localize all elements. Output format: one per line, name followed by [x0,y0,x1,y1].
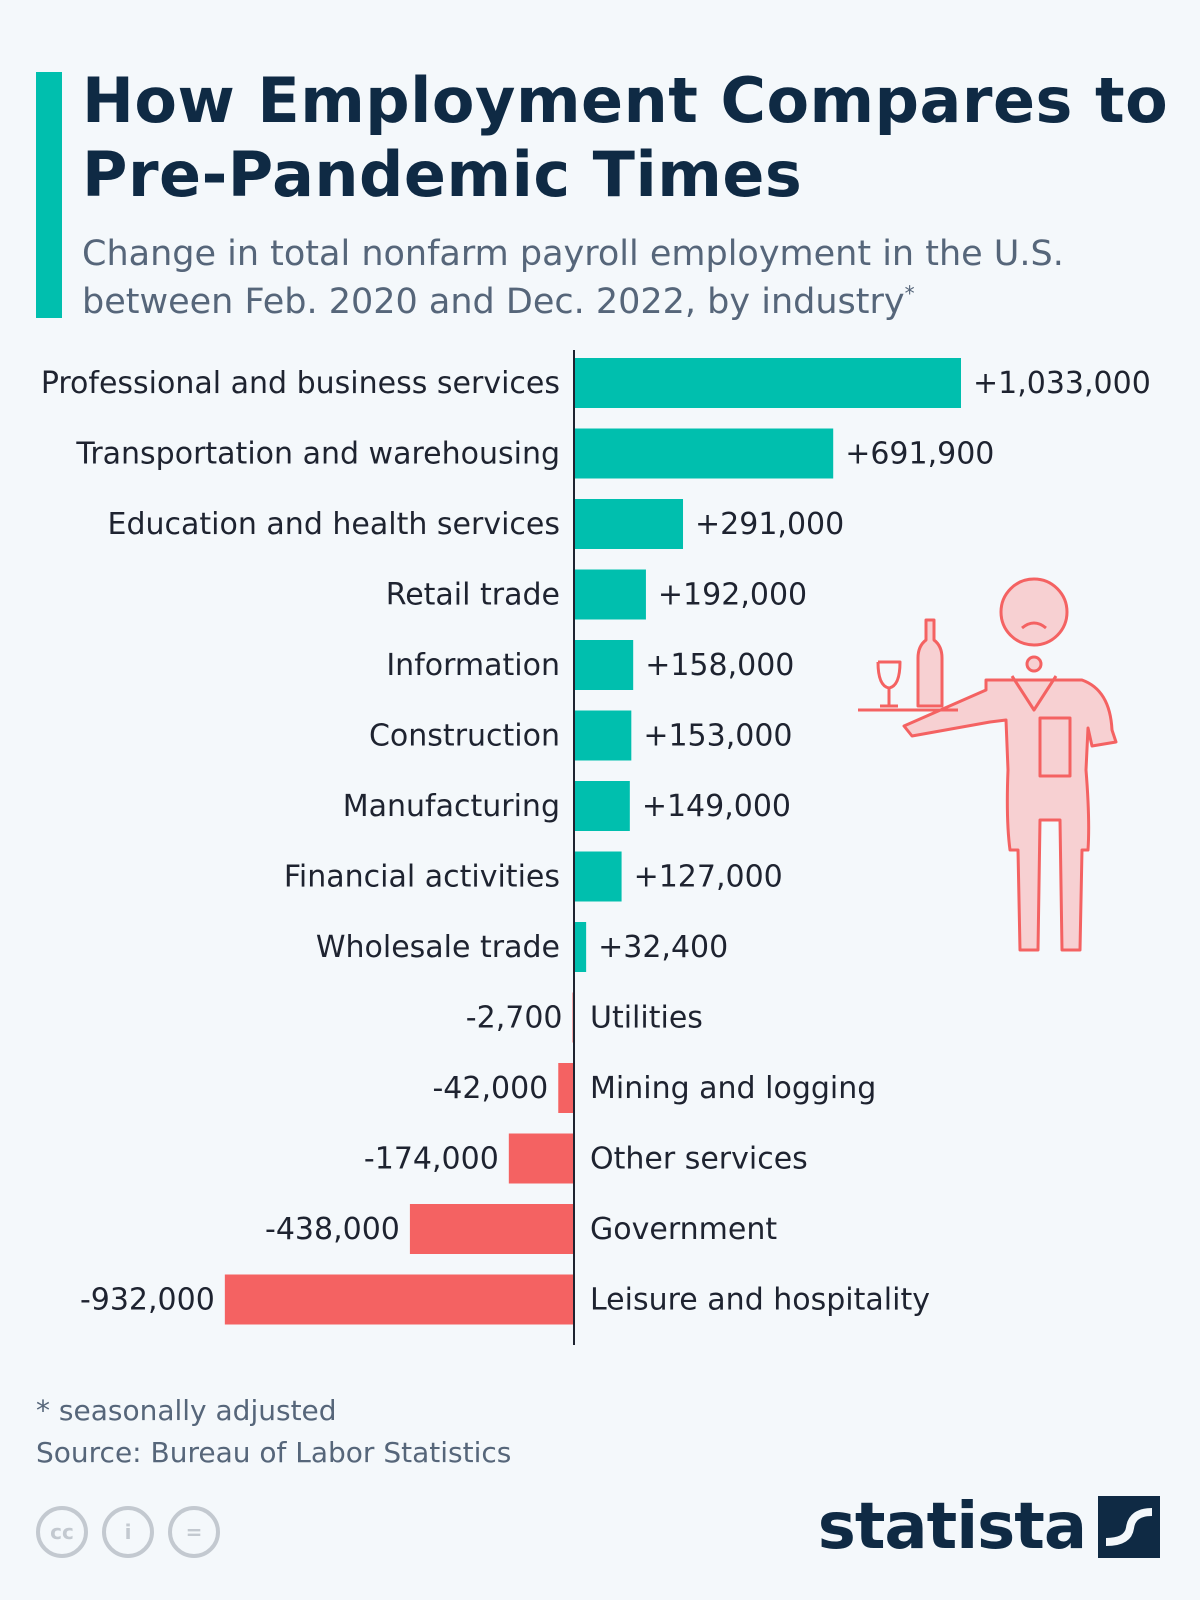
bar-chart: Professional and business services +1,033… [41,350,1151,1345]
value-label: +153,000 [643,719,792,754]
bar-retail-trade [574,569,646,620]
category-label: Leisure and hospitality [590,1283,930,1318]
footnotes: * seasonally adjusted Source: Bureau of … [36,1390,511,1474]
waiter-bowtie [1025,655,1043,673]
bar-construction [574,710,632,761]
bar-other-services [508,1133,574,1184]
category-label: Other services [590,1142,808,1177]
statista-logo[interactable]: statista [818,1490,1160,1564]
source-note: Source: Bureau of Labor Statistics [36,1436,512,1469]
bar-education-and-health-services [574,499,684,549]
value-label: +149,000 [642,789,791,824]
waiter-illustration [858,577,1118,952]
bar-transportation-and-warehousing [574,428,834,479]
bar-wholesale-trade [574,922,587,972]
license-icons: cc i = [36,1506,220,1558]
bar-professional-and-business-services [574,358,961,408]
category-label: Construction [369,719,560,754]
title-accent-bar [36,72,62,318]
value-label: +1,033,000 [973,366,1151,401]
category-label: Professional and business services [41,366,560,401]
wine-bottle [916,618,944,708]
footnote-seasonal: * seasonally adjusted [36,1394,337,1427]
attribution-icon[interactable]: i [102,1506,154,1558]
category-label: Transportation and warehousing [75,437,560,472]
bar-financial-activities [574,851,622,902]
category-label: Manufacturing [343,789,560,824]
category-label: Education and health services [108,507,560,542]
bar-government [409,1204,574,1254]
category-label: Mining and logging [590,1071,876,1106]
wine-glass [876,660,902,708]
value-label: +691,900 [845,437,994,472]
value-label: +127,000 [634,860,783,895]
category-label: Utilities [590,1001,703,1036]
subtitle-text: Change in total nonfarm payroll employme… [82,234,1064,322]
subtitle-footnote-mark: * [904,281,915,306]
brand-name: statista [817,1490,1087,1564]
waiter-body [902,678,1118,952]
value-label: +291,000 [695,507,844,542]
category-label: Retail trade [386,578,560,613]
cc-icon[interactable]: cc [36,1506,88,1558]
value-label: -932,000 [80,1283,215,1318]
bar-leisure-and-hospitality [224,1274,575,1325]
value-label: -2,700 [466,1001,563,1036]
category-label: Financial activities [284,860,560,895]
labels-group: Professional and business services +1,033… [41,366,1151,1318]
value-label: -42,000 [432,1071,548,1106]
value-label: +192,000 [658,578,807,613]
statista-mark-icon [1098,1496,1160,1558]
value-label: -174,000 [364,1142,499,1177]
bars-group [224,358,961,1325]
no-derivatives-icon[interactable]: = [168,1506,220,1558]
waiter-frown [1021,621,1047,630]
category-label: Information [386,648,560,683]
value-label: +158,000 [645,648,794,683]
value-label: -438,000 [265,1212,400,1247]
bar-information [574,640,634,690]
bar-manufacturing [574,781,630,831]
category-label: Government [590,1212,777,1247]
page-title: How Employment Compares to Pre-Pandemic … [82,64,1169,211]
category-label: Wholesale trade [316,930,560,965]
value-label: +32,400 [598,930,728,965]
waiter-towel [1038,716,1072,778]
bar-mining-and-logging [558,1063,574,1113]
waiter-head [999,577,1069,647]
page-subtitle: Change in total nonfarm payroll employme… [82,230,1182,326]
waiter-collar [1010,675,1058,712]
